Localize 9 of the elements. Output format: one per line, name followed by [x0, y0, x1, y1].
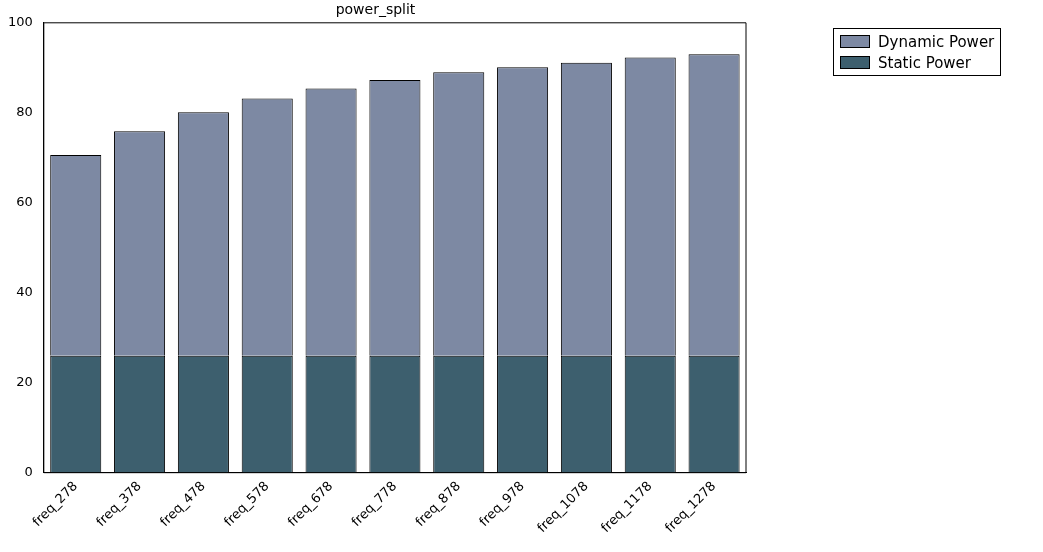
legend-label: Static Power [878, 53, 972, 72]
chart-title: power_split [335, 1, 416, 18]
y-tick-label: 80 [16, 104, 33, 120]
text: Dynamic Power [878, 32, 995, 51]
y-tick-label: 60 [16, 194, 33, 210]
y-tick-label: 20 [16, 374, 33, 390]
y-tick-label: 0 [24, 464, 33, 480]
y-tick-label: 40 [16, 284, 33, 300]
y-tick-label: 100 [7, 14, 33, 30]
